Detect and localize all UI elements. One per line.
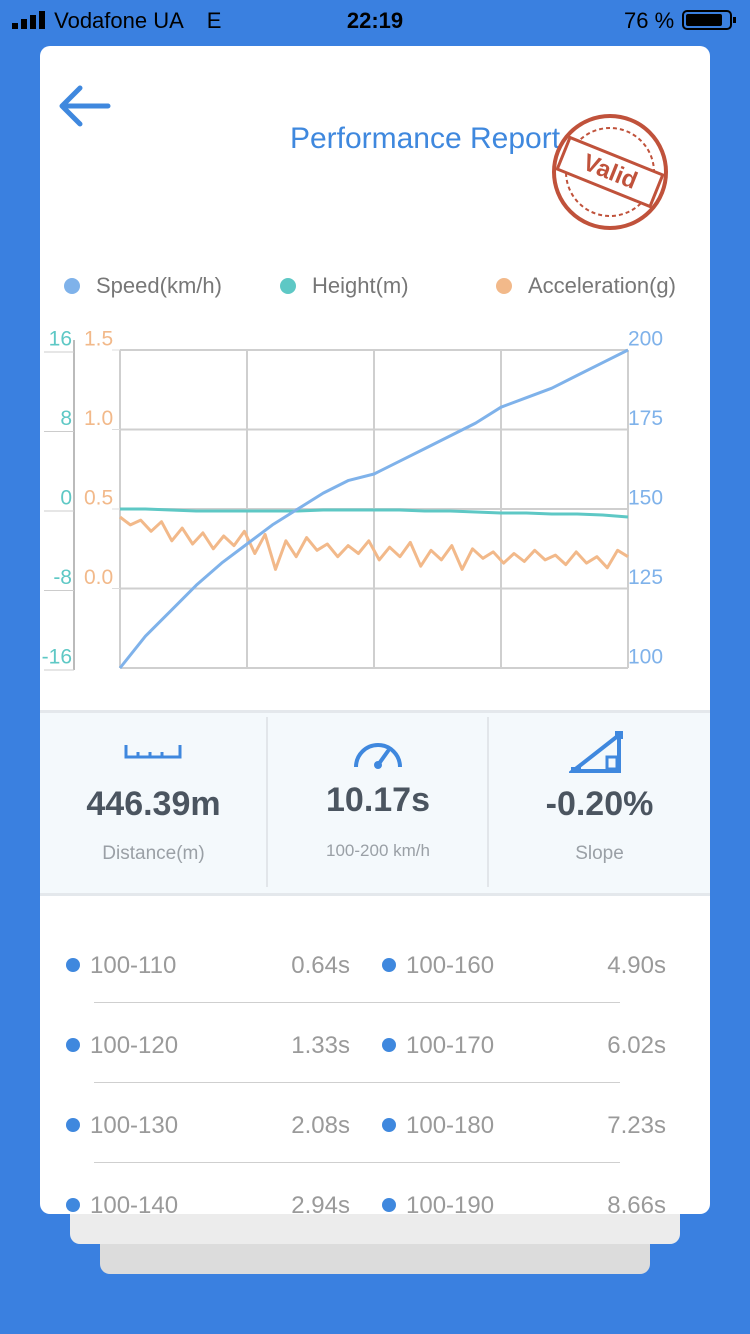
series-line: [120, 507, 629, 519]
legend-label: Acceleration(g): [528, 273, 676, 298]
range-label: 100-180: [406, 1112, 495, 1139]
row-divider: [94, 1002, 620, 1003]
table-row: 100-140 2.94s 100-190 8.66s: [40, 1192, 710, 1214]
y-tick-label: 1.5: [84, 328, 113, 351]
series-line: [118, 348, 629, 669]
range-label: 100-110: [90, 952, 177, 979]
y2-tick-label: 100: [628, 646, 663, 669]
range-label: 100-130: [90, 1112, 179, 1139]
stat-label: Distance(m): [102, 843, 205, 864]
stat-label: 100-200 km/h: [326, 841, 430, 860]
row-divider: [94, 1162, 620, 1163]
legend-dot: [64, 278, 80, 294]
time-value: 4.90s: [607, 952, 666, 979]
bullet: [382, 958, 396, 972]
y3-tick-label: -8: [53, 566, 72, 589]
carrier: Vodafone UA: [54, 8, 183, 33]
legend-dot: [496, 278, 512, 294]
stat-label: Slope: [575, 843, 624, 864]
stat-value: 446.39m: [86, 785, 221, 823]
stat: -0.20% Slope: [489, 713, 710, 887]
stats-panel: 446.39m Distance(m) 10.17s 100-200 km/h …: [40, 710, 710, 896]
signal-icon: [12, 11, 45, 29]
series-line: [119, 515, 629, 571]
time-value: 2.08s: [291, 1112, 350, 1139]
page-title: Performance Report: [289, 122, 561, 155]
range-label: 100-190: [406, 1192, 495, 1214]
stat-value: -0.20%: [545, 785, 654, 823]
time-value: 6.02s: [607, 1032, 666, 1059]
chart: Speed(km/h) Height(m) Acceleration(g) -16 -8…: [42, 273, 676, 671]
y2-tick-label: 200: [628, 328, 663, 351]
time-value: 7.23s: [607, 1112, 666, 1139]
y-tick-label: 1.0: [84, 407, 113, 430]
y3-tick-label: -16: [42, 646, 72, 669]
time-value: 2.94s: [291, 1192, 350, 1214]
range-label: 100-120: [90, 1032, 179, 1059]
bullet: [382, 1118, 396, 1132]
legend-label: Height(m): [312, 273, 409, 298]
y-tick-label: 0.0: [84, 566, 113, 589]
bullet: [382, 1198, 396, 1212]
table-row: 100-110 0.64s 100-160 4.90s: [40, 952, 710, 1032]
stat-value: 10.17s: [326, 781, 430, 819]
network: E: [206, 8, 222, 33]
stat: 446.39m Distance(m): [40, 713, 267, 887]
bullet: [66, 1198, 80, 1212]
range-label: 100-160: [406, 952, 495, 979]
legend-dot: [280, 278, 296, 294]
range-label: 100-170: [406, 1032, 495, 1059]
table-row: 100-130 2.08s 100-180 7.23s: [40, 1112, 710, 1192]
time: 22:19: [346, 8, 404, 33]
time-value: 0.64s: [291, 952, 350, 979]
status-bar: Vodafone UA E: [12, 8, 221, 34]
legend-label: Speed(km/h): [96, 273, 222, 298]
y3-tick-label: 8: [60, 407, 72, 430]
y2-tick-label: 150: [628, 487, 663, 510]
ruler-icon: [124, 745, 182, 759]
valid-stamp: Valid: [552, 114, 668, 230]
bullet: [66, 958, 80, 972]
bullet: [66, 1038, 80, 1052]
range-label: 100-140: [90, 1192, 179, 1214]
gauge-icon: [354, 743, 402, 769]
back-button[interactable]: [58, 84, 112, 128]
y3-tick-label: 16: [49, 328, 72, 351]
battery-text: 76 %: [624, 8, 675, 33]
table-row: 100-120 1.33s 100-170 6.02s: [40, 1032, 710, 1112]
bullet: [66, 1118, 80, 1132]
y2-tick-label: 125: [628, 566, 663, 589]
stat: 10.17s 100-200 km/h: [268, 713, 488, 887]
row-divider: [94, 1082, 620, 1083]
slope-icon: [569, 730, 623, 773]
y-tick-label: 0.5: [84, 487, 113, 510]
battery: 76 %: [624, 8, 738, 34]
battery-icon: [682, 10, 737, 30]
time-value: 8.66s: [607, 1192, 666, 1214]
y3-tick-label: 0: [60, 487, 72, 510]
bullet: [382, 1038, 396, 1052]
y2-tick-label: 175: [628, 407, 663, 430]
time-value: 1.33s: [291, 1032, 350, 1059]
